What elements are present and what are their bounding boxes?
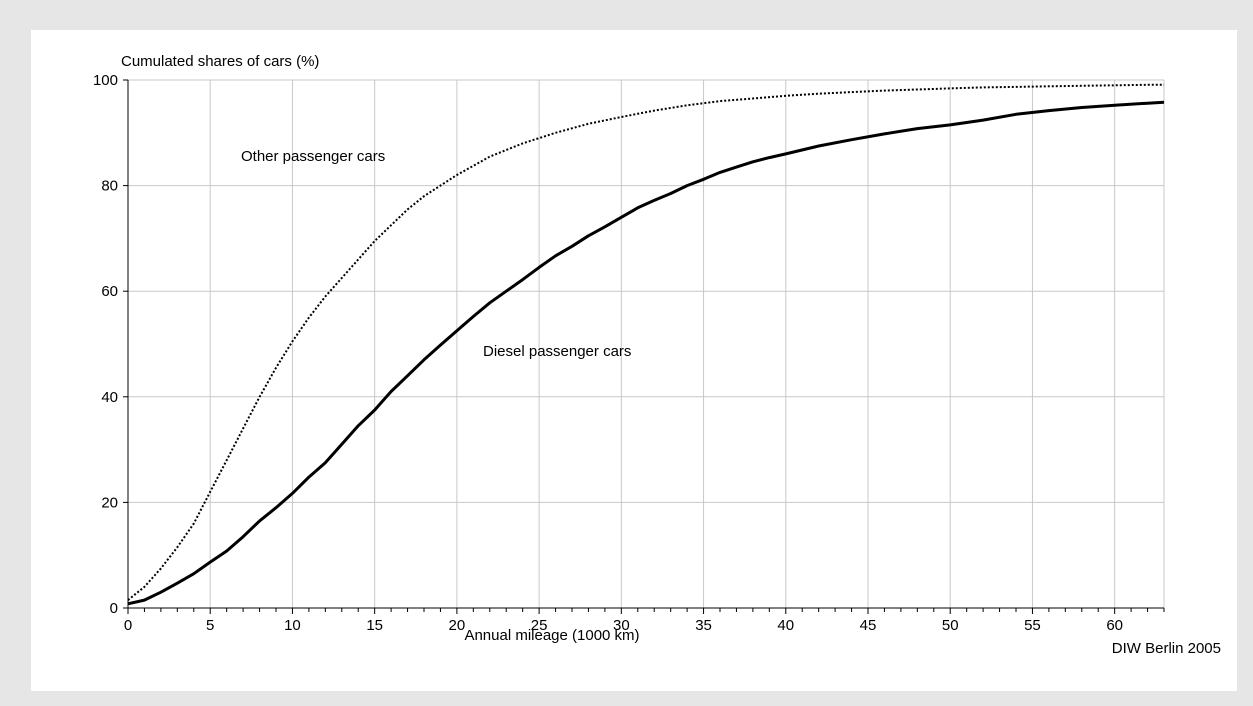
x-tick-label: 15 bbox=[366, 617, 383, 634]
x-axis-title: Annual mileage (1000 km) bbox=[464, 627, 639, 644]
series-layer bbox=[127, 83, 1165, 606]
series-label-other: Other passenger cars bbox=[241, 148, 385, 165]
x-tick-label: 45 bbox=[860, 617, 877, 634]
x-tick-label: 0 bbox=[124, 617, 132, 634]
x-tick-label: 55 bbox=[1024, 617, 1041, 634]
x-tick-label: 35 bbox=[695, 617, 712, 634]
ticks: 0 5 10 15 20 25 30 35 40 45 50 55 60 0 20 40 60 80 100 bbox=[93, 72, 1165, 634]
x-tick-label: 30 bbox=[613, 617, 630, 634]
x-tick-label: 60 bbox=[1106, 617, 1123, 634]
series-label-diesel: Diesel passenger cars bbox=[483, 343, 631, 360]
y-tick-label: 20 bbox=[101, 494, 118, 511]
x-tick-label: 10 bbox=[284, 617, 301, 634]
y-tick-label: 40 bbox=[101, 389, 118, 406]
y-tick-label: 80 bbox=[101, 178, 118, 195]
x-tick-label: 50 bbox=[942, 617, 959, 634]
x-tick-label: 5 bbox=[206, 617, 214, 634]
source-note: DIW Berlin 2005 bbox=[1112, 640, 1221, 657]
series-line-diesel bbox=[127, 100, 1165, 606]
y-tick-label: 0 bbox=[110, 600, 118, 617]
series-line-other bbox=[127, 83, 1164, 601]
x-tick-label: 40 bbox=[777, 617, 794, 634]
grid bbox=[128, 79, 1165, 608]
y-axis-title: Cumulated shares of cars (%) bbox=[121, 53, 319, 70]
chart-frame: 0 5 10 15 20 25 30 35 40 45 50 55 60 0 20 40 60 80 100 Cum… bbox=[31, 30, 1237, 691]
x-tick-label: 25 bbox=[531, 617, 548, 634]
y-tick-label: 60 bbox=[101, 283, 118, 300]
line-chart: 0 5 10 15 20 25 30 35 40 45 50 55 60 0 20 40 60 80 100 Cum… bbox=[93, 53, 1221, 657]
y-tick-label: 100 bbox=[93, 72, 118, 89]
axes bbox=[127, 80, 1164, 609]
x-tick-label: 20 bbox=[449, 617, 466, 634]
